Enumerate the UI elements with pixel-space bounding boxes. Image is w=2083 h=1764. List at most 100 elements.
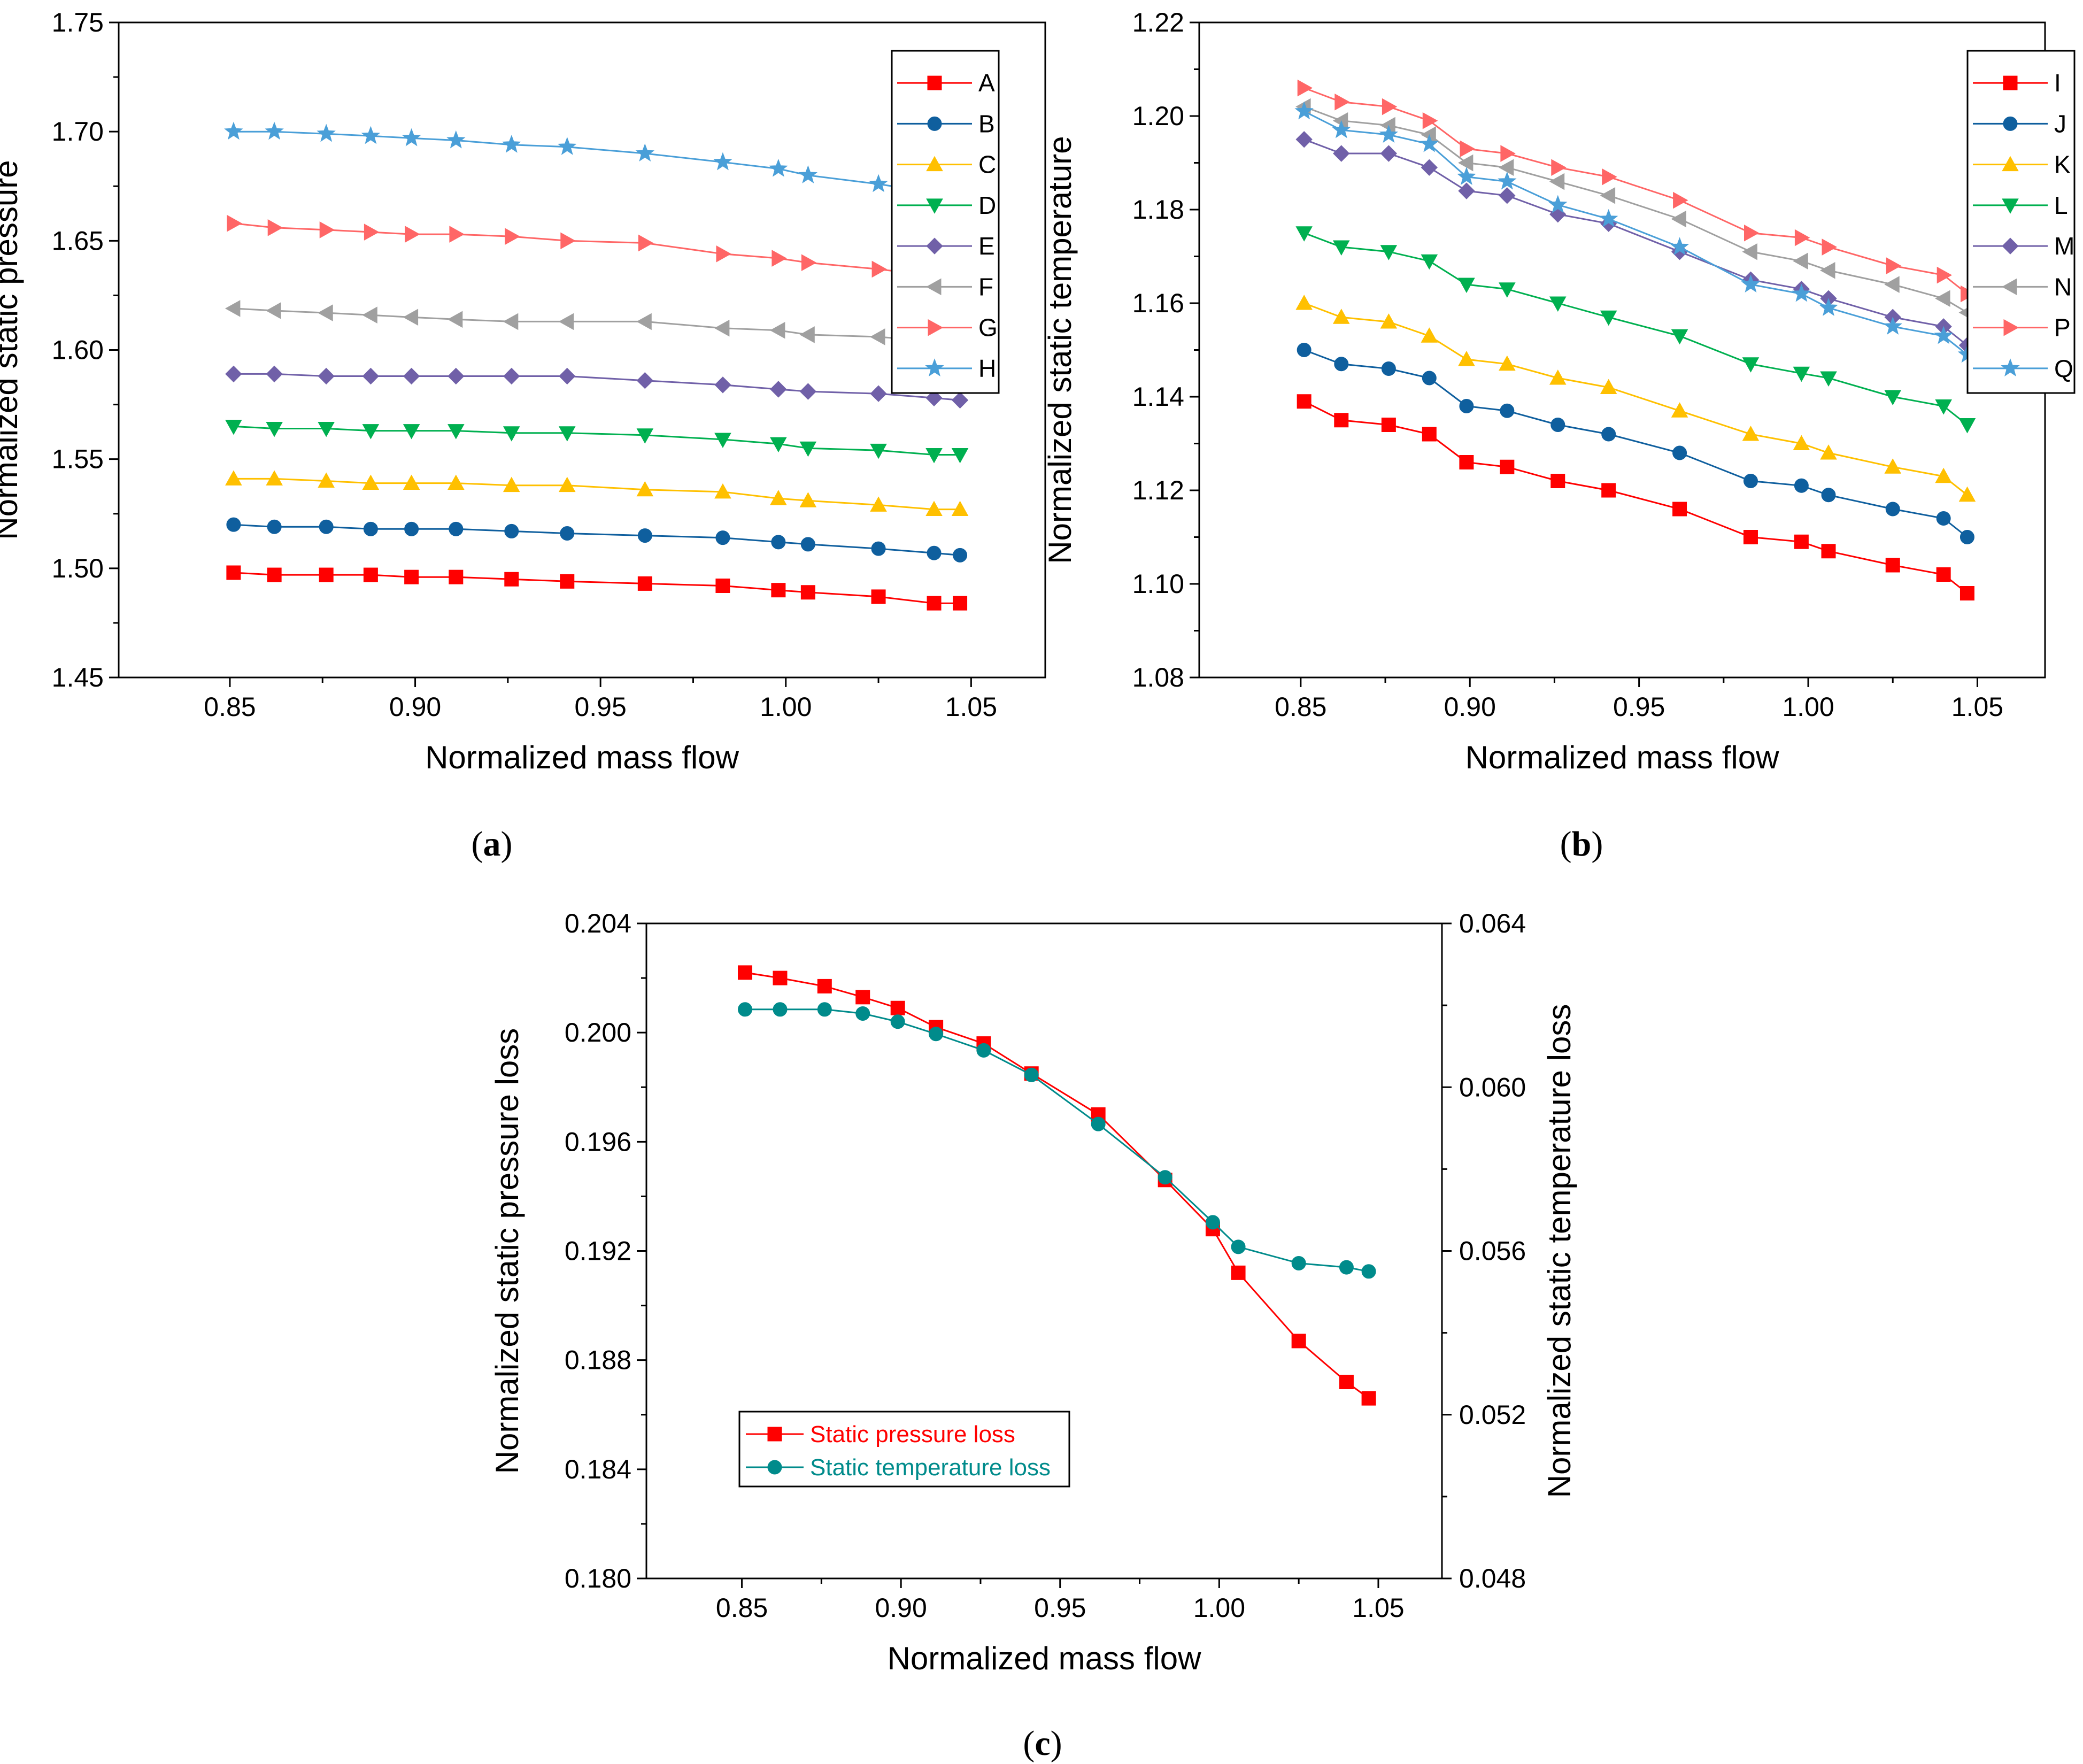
data-point	[800, 585, 815, 600]
data-point	[1743, 474, 1758, 488]
data-point	[1672, 445, 1687, 460]
data-point	[714, 319, 730, 337]
data-point	[1820, 261, 1835, 279]
legend-marker	[926, 237, 943, 255]
data-point	[362, 367, 380, 385]
data-point	[1601, 483, 1616, 498]
series-line	[233, 307, 960, 344]
series-line	[233, 572, 960, 604]
data-point	[953, 596, 968, 611]
data-point	[319, 519, 334, 534]
data-point	[769, 321, 785, 339]
x-tick-label: 0.95	[574, 692, 626, 722]
data-point	[1935, 290, 1950, 307]
series-a	[226, 565, 968, 611]
data-point	[951, 448, 969, 464]
data-point	[799, 383, 817, 400]
legend-label: D	[978, 191, 996, 219]
legend-label: I	[2054, 69, 2061, 97]
data-point	[503, 313, 519, 330]
y-tick-label: 1.75	[52, 7, 104, 37]
data-point	[1600, 187, 1616, 204]
y-tick-label: 1.55	[52, 444, 104, 474]
series-h	[224, 121, 970, 203]
y-tick-label: 0.184	[565, 1454, 631, 1484]
x-axis-label: Normalized mass flow	[1465, 740, 1779, 775]
data-point	[560, 526, 575, 541]
series-e	[225, 365, 969, 409]
data-point	[558, 426, 576, 442]
data-point	[870, 328, 885, 345]
data-point	[504, 523, 519, 538]
x-tick-label: 0.90	[1444, 692, 1496, 722]
data-point	[319, 221, 335, 238]
series-line	[745, 1008, 1369, 1273]
legend-label: B	[978, 110, 995, 137]
y-tick-label: 1.18	[1132, 195, 1184, 225]
data-point	[266, 302, 281, 319]
legend-marker	[767, 1427, 782, 1442]
data-point	[1670, 237, 1689, 256]
x-tick-label: 0.95	[1034, 1593, 1086, 1623]
data-point	[714, 483, 731, 499]
data-point	[1334, 357, 1349, 372]
data-point	[1549, 173, 1565, 190]
data-point	[1794, 478, 1809, 493]
data-point	[559, 367, 576, 385]
data-point	[1793, 252, 1808, 270]
data-point	[1820, 444, 1837, 460]
x-tick-label: 0.95	[1613, 692, 1665, 722]
data-point	[1549, 369, 1567, 385]
series-line	[1303, 302, 1968, 496]
data-point	[1421, 159, 1438, 176]
chart-a: 0.85 0.90 0.95 1.00 1.05 1.45 1.50 1.55 1.60 1.65…	[0, 7, 1046, 775]
x-tick-label: 1.00	[1193, 1593, 1245, 1623]
panel-label-c: (c)	[1023, 1724, 1062, 1763]
data-point	[714, 433, 731, 448]
data-point	[503, 426, 520, 442]
data-point	[1820, 371, 1837, 387]
data-point	[1549, 296, 1567, 312]
data-point	[771, 535, 786, 550]
series-j	[1297, 343, 1974, 544]
series-line	[745, 972, 1369, 1399]
data-point	[1499, 187, 1516, 204]
data-point	[870, 496, 887, 512]
legend-label: J	[2054, 110, 2066, 137]
data-point	[1332, 240, 1350, 256]
data-point	[317, 124, 336, 142]
data-point	[1295, 131, 1313, 148]
data-point	[738, 1002, 753, 1017]
data-point	[560, 574, 575, 589]
legend-marker	[767, 1460, 782, 1475]
data-point	[799, 441, 817, 457]
data-point	[558, 476, 576, 492]
data-point	[1602, 168, 1617, 186]
data-point	[1550, 474, 1565, 488]
data-point	[714, 376, 731, 394]
legend-marker	[2003, 116, 2018, 131]
data-point	[1457, 154, 1473, 172]
legend-marker	[2002, 198, 2019, 214]
data-point	[1742, 426, 1760, 441]
data-point	[1458, 351, 1475, 366]
data-point	[636, 372, 654, 389]
data-point	[448, 474, 465, 490]
legend-frame	[1966, 50, 2076, 394]
data-point	[1600, 379, 1617, 394]
data-point	[890, 1000, 905, 1015]
series-q	[1294, 101, 1977, 363]
data-point	[1793, 435, 1810, 450]
data-point	[799, 326, 815, 343]
data-point	[1297, 394, 1311, 409]
data-point	[1380, 245, 1398, 260]
data-point	[1498, 159, 1514, 176]
y-axis-label: Normalized static pressure loss	[489, 1028, 525, 1474]
data-point	[362, 474, 380, 490]
y-tick-label: 1.20	[1132, 101, 1184, 131]
data-point	[226, 565, 241, 580]
data-point	[1459, 455, 1474, 469]
x-tick-label: 1.05	[1352, 1593, 1404, 1623]
data-point	[558, 313, 574, 330]
